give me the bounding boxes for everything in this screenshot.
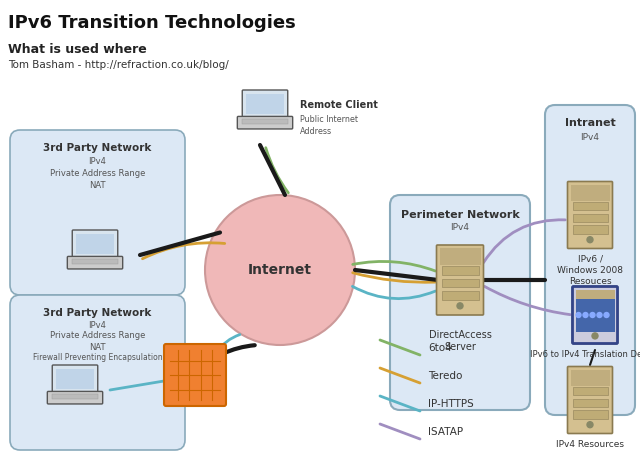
Circle shape bbox=[604, 313, 609, 318]
Text: Tom Basham - http://refraction.co.uk/blog/: Tom Basham - http://refraction.co.uk/blo… bbox=[8, 60, 228, 70]
FancyBboxPatch shape bbox=[47, 391, 102, 404]
Bar bbox=[243, 119, 288, 124]
Bar bbox=[577, 324, 612, 331]
Text: IPv6 to IPv4 Translation Device: IPv6 to IPv4 Translation Device bbox=[531, 350, 640, 359]
Text: Intranet: Intranet bbox=[564, 118, 616, 128]
Text: 3rd Party Network: 3rd Party Network bbox=[44, 143, 152, 153]
FancyBboxPatch shape bbox=[56, 369, 93, 389]
Circle shape bbox=[592, 333, 598, 339]
Bar bbox=[573, 399, 607, 407]
Circle shape bbox=[576, 313, 581, 318]
Circle shape bbox=[590, 313, 595, 318]
Circle shape bbox=[205, 195, 355, 345]
Text: Public Internet: Public Internet bbox=[300, 116, 358, 124]
Text: ISATAP: ISATAP bbox=[428, 427, 463, 437]
Bar bbox=[577, 314, 612, 321]
Text: Remote Client: Remote Client bbox=[300, 100, 378, 110]
Text: NAT: NAT bbox=[89, 342, 106, 351]
Text: IPv4: IPv4 bbox=[451, 223, 470, 233]
FancyBboxPatch shape bbox=[573, 287, 618, 344]
Bar bbox=[570, 370, 609, 386]
FancyBboxPatch shape bbox=[10, 130, 185, 295]
Circle shape bbox=[597, 313, 602, 318]
Text: Address: Address bbox=[300, 127, 332, 135]
FancyBboxPatch shape bbox=[52, 365, 98, 393]
FancyBboxPatch shape bbox=[390, 195, 530, 410]
Bar bbox=[575, 289, 614, 303]
Bar bbox=[573, 387, 607, 395]
Circle shape bbox=[583, 313, 588, 318]
Bar bbox=[573, 202, 607, 211]
Text: Teredo: Teredo bbox=[428, 371, 462, 381]
Text: Internet: Internet bbox=[248, 263, 312, 277]
FancyBboxPatch shape bbox=[573, 287, 618, 344]
Text: Perimeter Network: Perimeter Network bbox=[401, 210, 520, 220]
Bar bbox=[573, 225, 607, 234]
Text: IPv4: IPv4 bbox=[580, 133, 600, 142]
FancyBboxPatch shape bbox=[164, 344, 226, 406]
Bar bbox=[442, 266, 479, 275]
Text: IPv4 Resources: IPv4 Resources bbox=[556, 440, 624, 449]
Text: IPv4: IPv4 bbox=[88, 158, 106, 166]
Text: NAT: NAT bbox=[89, 181, 106, 191]
FancyBboxPatch shape bbox=[76, 234, 114, 255]
Bar bbox=[52, 394, 98, 399]
FancyBboxPatch shape bbox=[237, 117, 292, 129]
Text: Firewall Preventing Encapsulation: Firewall Preventing Encapsulation bbox=[33, 354, 163, 362]
Circle shape bbox=[587, 422, 593, 428]
FancyBboxPatch shape bbox=[243, 90, 288, 118]
Text: What is used where: What is used where bbox=[8, 43, 147, 56]
Text: IPv6 Transition Technologies: IPv6 Transition Technologies bbox=[8, 14, 296, 32]
Bar bbox=[442, 291, 479, 300]
Text: IPv6 /
Windows 2008
Resouces: IPv6 / Windows 2008 Resouces bbox=[557, 255, 623, 286]
Text: 3rd Party Network: 3rd Party Network bbox=[44, 308, 152, 318]
Bar bbox=[573, 410, 607, 419]
Text: 6to4: 6to4 bbox=[428, 343, 452, 353]
Text: IP-HTTPS: IP-HTTPS bbox=[428, 399, 474, 409]
Text: IPv4: IPv4 bbox=[88, 320, 106, 329]
FancyBboxPatch shape bbox=[568, 181, 612, 249]
Bar bbox=[575, 298, 614, 331]
Bar bbox=[442, 279, 479, 287]
Bar bbox=[440, 248, 481, 265]
Text: DirectAccess
Server: DirectAccess Server bbox=[429, 330, 492, 352]
Circle shape bbox=[457, 303, 463, 309]
Bar bbox=[573, 214, 607, 222]
FancyBboxPatch shape bbox=[72, 230, 118, 258]
FancyBboxPatch shape bbox=[568, 367, 612, 434]
Bar bbox=[577, 304, 612, 311]
FancyBboxPatch shape bbox=[545, 105, 635, 415]
FancyBboxPatch shape bbox=[10, 295, 185, 450]
FancyBboxPatch shape bbox=[436, 245, 483, 315]
Bar bbox=[72, 260, 118, 264]
Bar bbox=[570, 185, 609, 201]
FancyBboxPatch shape bbox=[67, 256, 123, 269]
Text: Private Address Range: Private Address Range bbox=[50, 170, 145, 179]
Text: Private Address Range: Private Address Range bbox=[50, 331, 145, 340]
FancyBboxPatch shape bbox=[246, 94, 284, 114]
Circle shape bbox=[587, 237, 593, 243]
